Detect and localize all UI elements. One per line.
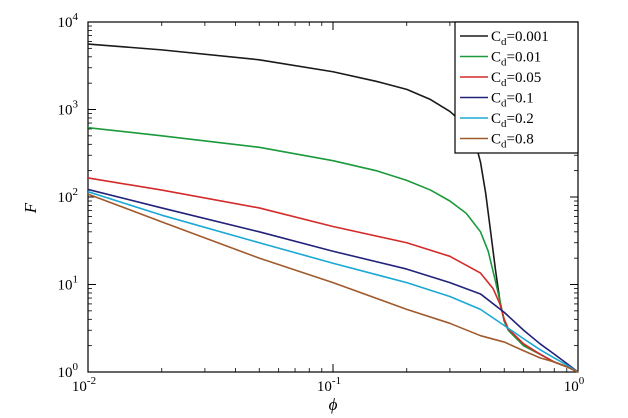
y-tick-label: 100 — [58, 361, 79, 381]
series-line — [87, 188, 579, 373]
y-axis-label: F — [21, 202, 40, 214]
legend-label: Cd=0.2 — [491, 111, 534, 130]
y-tick-label: 102 — [58, 186, 79, 206]
y-tick-label: 103 — [58, 99, 79, 119]
legend-label: Cd=0.8 — [491, 132, 534, 151]
legend-label: Cd=0.05 — [491, 70, 541, 89]
y-tick-label: 104 — [58, 11, 79, 31]
legend-label: Cd=0.1 — [491, 91, 534, 110]
x-tick-label: 10-2 — [72, 375, 96, 395]
tick-labels: 10-2 10-1 100 100 101 102 103 104 — [58, 11, 585, 395]
series-line — [87, 177, 579, 373]
x-tick-label: 100 — [564, 375, 585, 395]
x-axis-label: ϕ — [329, 395, 338, 414]
y-tick-label: 101 — [58, 274, 79, 294]
legend-label: Cd=0.01 — [491, 50, 541, 69]
legend-label: Cd=0.001 — [491, 29, 549, 48]
series-line — [87, 190, 579, 373]
x-tick-label: 10-1 — [317, 375, 341, 395]
series-line — [87, 193, 579, 373]
data-series — [87, 43, 579, 373]
legend-box — [454, 21, 579, 154]
